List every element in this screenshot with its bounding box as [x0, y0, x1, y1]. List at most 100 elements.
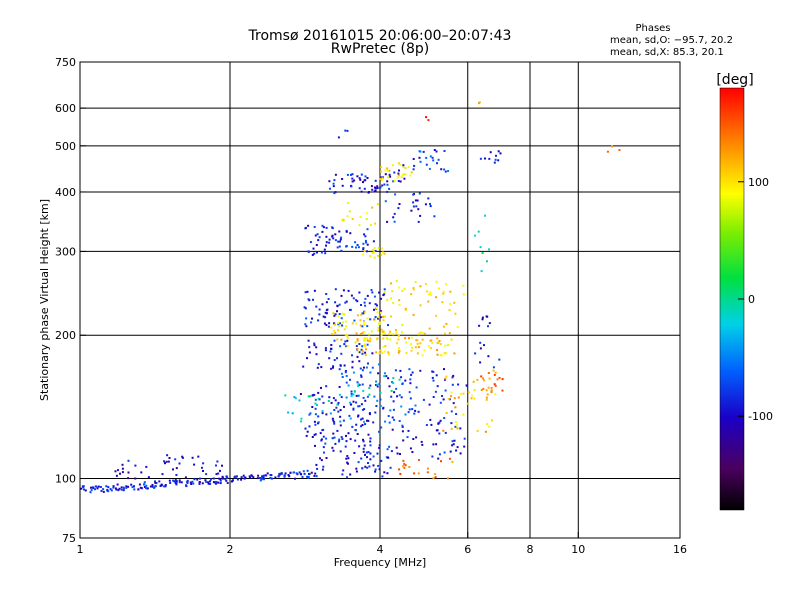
echo-point: [334, 173, 337, 176]
echo-point: [382, 294, 385, 297]
echo-point: [143, 483, 146, 486]
echo-point: [344, 129, 347, 132]
echo-point: [425, 424, 428, 426]
echo-point: [375, 307, 378, 309]
echo-point: [119, 472, 121, 475]
echo-point: [377, 254, 380, 257]
echo-point: [352, 297, 355, 300]
echo-point: [357, 461, 360, 464]
echo-point: [346, 334, 349, 337]
echo-point: [181, 456, 184, 459]
echo-point: [479, 361, 482, 364]
echo-point: [426, 467, 429, 470]
echo-point: [388, 169, 391, 172]
echo-point: [444, 378, 446, 381]
echo-point: [388, 385, 391, 388]
echo-point: [386, 190, 389, 193]
echo-point: [178, 479, 181, 482]
echo-point: [403, 462, 406, 465]
echo-point: [386, 298, 389, 301]
echo-point: [488, 377, 491, 380]
echo-point: [316, 366, 319, 369]
echo-point: [356, 355, 359, 358]
echo-point: [361, 312, 364, 315]
echo-point: [196, 478, 199, 481]
echo-point: [378, 468, 381, 471]
echo-point: [369, 318, 372, 321]
echo-point: [462, 284, 465, 287]
echo-point: [366, 250, 368, 253]
echo-point: [399, 472, 402, 475]
echo-point: [432, 396, 435, 398]
echo-point: [397, 172, 400, 175]
echo-point: [373, 319, 376, 322]
echo-point: [435, 374, 438, 377]
echo-point: [363, 249, 366, 252]
echo-point: [413, 164, 416, 167]
echo-point: [453, 439, 456, 442]
echo-point: [494, 158, 497, 161]
echo-point: [322, 465, 325, 468]
echo-point: [401, 424, 404, 427]
echo-point: [307, 339, 310, 342]
echo-point: [344, 340, 347, 343]
echo-point: [432, 477, 435, 480]
echo-point: [154, 485, 157, 488]
echo-point: [404, 337, 407, 340]
echo-point: [327, 400, 330, 402]
echo-point: [244, 476, 247, 479]
echo-point: [417, 220, 420, 223]
echo-point: [235, 475, 238, 478]
echo-point: [131, 486, 134, 489]
echo-point: [251, 475, 254, 478]
echo-point: [322, 226, 325, 229]
echo-point: [340, 338, 343, 341]
echo-point: [341, 219, 344, 222]
echo-point: [317, 239, 320, 242]
echo-point: [374, 179, 377, 182]
echo-point: [401, 425, 404, 428]
echo-point: [262, 474, 265, 477]
echo-point: [336, 403, 339, 406]
echo-point: [115, 474, 118, 477]
echo-point: [321, 429, 324, 432]
echo-point: [392, 216, 395, 219]
echo-point: [384, 345, 387, 348]
y-axis-ticks: 75 100 200 300 400 500 600 750: [55, 56, 86, 545]
echo-point: [324, 311, 327, 314]
echo-point: [199, 477, 201, 480]
echo-point: [450, 427, 453, 430]
echo-point: [344, 301, 347, 304]
echo-point: [487, 372, 490, 374]
echo-point: [347, 432, 350, 435]
echo-point: [411, 371, 414, 374]
echo-point: [307, 395, 310, 398]
echo-point: [416, 199, 419, 202]
echo-point: [366, 325, 369, 328]
echo-point: [332, 397, 335, 400]
echo-point: [349, 378, 351, 381]
echo-point: [377, 372, 380, 375]
echo-point: [312, 298, 314, 301]
echo-point: [337, 402, 340, 404]
echo-point: [419, 214, 422, 217]
echo-point: [399, 180, 402, 183]
echo-point: [386, 338, 389, 341]
echo-point: [398, 169, 400, 172]
echo-point: [390, 282, 393, 285]
echo-point: [443, 451, 446, 454]
echo-point: [355, 322, 358, 325]
echo-point: [376, 385, 379, 388]
echo-point: [422, 398, 425, 401]
echo-point: [341, 438, 344, 440]
echo-point: [345, 300, 348, 303]
echo-point: [407, 411, 410, 414]
echo-point: [386, 456, 389, 459]
echo-point: [404, 167, 407, 170]
echo-point: [455, 413, 458, 415]
echo-point: [361, 424, 364, 426]
echo-point: [106, 488, 109, 491]
echo-point: [336, 246, 339, 249]
echo-point: [425, 116, 428, 119]
echo-point: [308, 413, 311, 416]
